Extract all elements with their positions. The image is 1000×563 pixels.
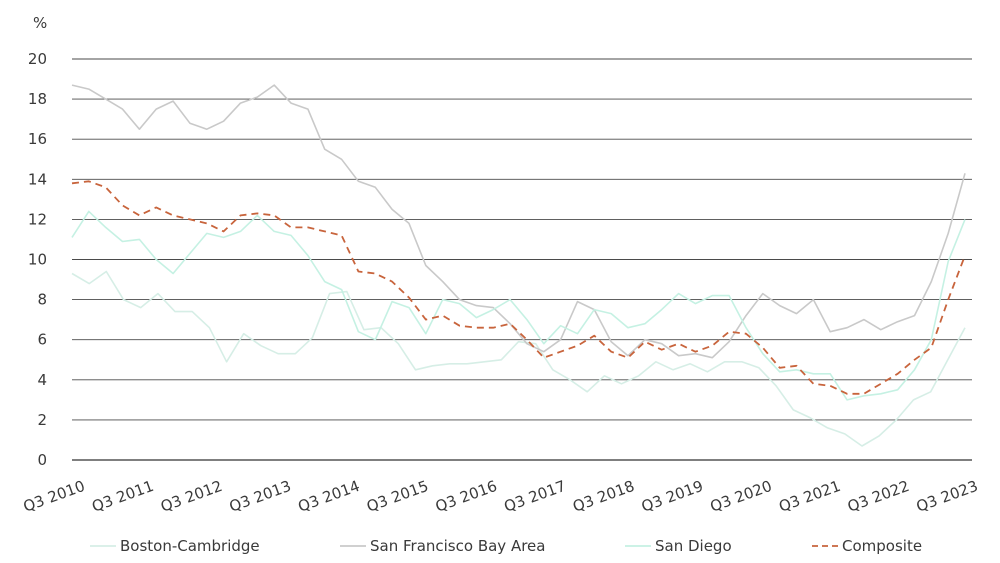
series-line-composite <box>71 180 966 395</box>
y-tick-label: 10 <box>28 251 47 269</box>
y-tick-label: 20 <box>28 50 47 68</box>
y-tick-label: 18 <box>28 90 47 108</box>
series-lines <box>71 84 966 447</box>
x-tick-label: Q3 2021 <box>776 477 843 516</box>
x-tick-label: Q3 2019 <box>639 477 706 516</box>
y-tick-label: 4 <box>37 371 47 389</box>
y-tick-label: 2 <box>37 411 47 429</box>
x-axis-ticks: Q3 2010 Q3 2011 Q3 2012 Q3 2013 Q3 2014 Q3 20… <box>21 477 981 516</box>
x-tick-label: Q3 2018 <box>570 477 637 516</box>
x-tick-label: Q3 2011 <box>89 477 156 516</box>
x-tick-label: Q3 2010 <box>21 477 88 516</box>
y-tick-label: 0 <box>37 451 47 469</box>
y-tick-label: 8 <box>37 291 47 309</box>
x-tick-label: Q3 2023 <box>914 477 981 516</box>
y-tick-label: 6 <box>37 331 47 349</box>
x-tick-label: Q3 2020 <box>708 477 775 516</box>
x-tick-label: Q3 2012 <box>158 477 225 516</box>
x-tick-label: Q3 2022 <box>845 477 912 516</box>
x-tick-label: Q3 2013 <box>227 477 294 516</box>
x-tick-label: Q3 2016 <box>433 477 500 516</box>
legend-label: San Diego <box>655 537 732 555</box>
x-tick-label: Q3 2015 <box>364 477 431 516</box>
y-axis-unit-label: % <box>33 14 47 32</box>
y-tick-label: 12 <box>28 210 47 228</box>
y-axis-ticks: 0 2 4 6 8 10 12 14 16 18 20 <box>28 50 47 469</box>
legend-label: Composite <box>842 537 922 555</box>
legend-label: San Francisco Bay Area <box>370 537 545 555</box>
legend-label: Boston-Cambridge <box>120 537 260 555</box>
x-tick-label: Q3 2014 <box>296 477 363 516</box>
gridlines <box>72 58 972 461</box>
y-tick-label: 14 <box>28 170 47 188</box>
series-line-san-francisco-bay-area <box>71 84 966 359</box>
series-line-boston-cambridge <box>71 270 966 447</box>
legend: Boston-Cambridge San Francisco Bay Area Sa… <box>90 537 922 555</box>
series-line-san-diego <box>71 210 966 401</box>
y-tick-label: 16 <box>28 130 47 148</box>
x-tick-label: Q3 2017 <box>502 477 569 516</box>
